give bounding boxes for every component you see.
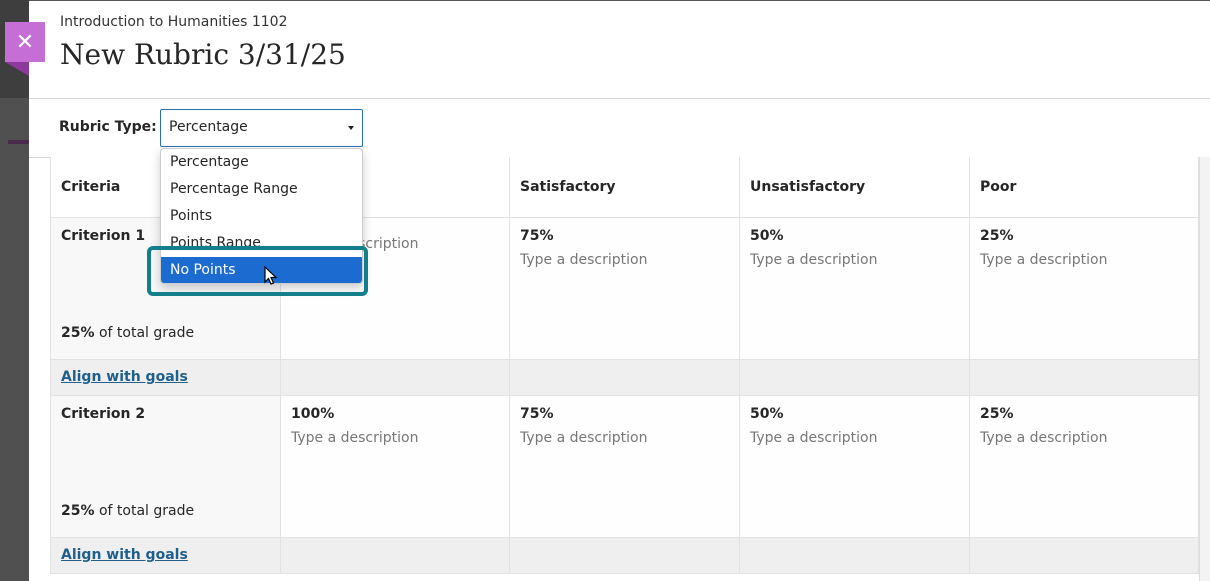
rubric-type-select[interactable]: Percentage — [160, 109, 363, 147]
caret-down-icon — [348, 126, 354, 130]
level-cell[interactable]: 50% Type a description — [740, 218, 970, 360]
option-percentage-range[interactable]: Percentage Range — [170, 181, 298, 197]
background-page — [0, 0, 29, 581]
criterion-name-cell[interactable]: Criterion 2 25% of total grade — [50, 396, 281, 538]
criterion-name[interactable]: Criterion 1 — [61, 228, 146, 244]
level-percentage[interactable]: 50% — [750, 406, 784, 422]
weight-value: 25% — [61, 325, 95, 341]
level-description[interactable]: Type a description — [520, 430, 648, 446]
level-description[interactable]: Type a description — [980, 430, 1108, 446]
level-percentage[interactable]: 25% — [980, 406, 1014, 422]
align-row-cell — [281, 360, 510, 396]
level-description[interactable]: Type a description — [291, 430, 419, 446]
option-percentage[interactable]: Percentage — [170, 154, 249, 170]
option-points[interactable]: Points — [170, 208, 213, 224]
level-cell[interactable]: 75% Type a description — [510, 396, 740, 538]
level-description[interactable]: Type a description — [980, 252, 1108, 268]
criterion-name[interactable]: Criterion 2 — [61, 406, 146, 422]
rubric-type-label: Rubric Type: — [59, 119, 157, 135]
level-cell[interactable]: 25% Type a description — [970, 218, 1199, 360]
option-no-points[interactable]: No Points — [161, 257, 362, 283]
align-row-cell — [970, 538, 1199, 574]
align-row-cell — [970, 360, 1199, 396]
level-percentage[interactable]: 75% — [520, 406, 554, 422]
level-description[interactable]: Type a description — [750, 252, 878, 268]
level-percentage[interactable]: 50% — [750, 228, 784, 244]
level-cell[interactable]: 25% Type a description — [970, 396, 1199, 538]
level-percentage[interactable]: 25% — [980, 228, 1014, 244]
align-with-goals-link[interactable]: Align with goals — [61, 369, 188, 385]
page-title[interactable]: New Rubric 3/31/25 — [60, 38, 346, 71]
close-tail-decoration — [5, 62, 29, 76]
align-row: Align with goals — [50, 360, 281, 396]
align-row-cell — [510, 538, 740, 574]
header-poor[interactable]: Poor — [970, 157, 1199, 218]
level-cell[interactable]: 75% Type a description — [510, 218, 740, 360]
level-cell[interactable]: 50% Type a description — [740, 396, 970, 538]
highlight-box — [147, 246, 368, 296]
criterion-weight[interactable]: 25% of total grade — [61, 503, 194, 519]
course-name: Introduction to Humanities 1102 — [60, 14, 288, 30]
level-description[interactable]: Type a description — [520, 252, 648, 268]
close-button[interactable]: ✕ — [5, 22, 45, 62]
close-icon: ✕ — [15, 29, 35, 55]
divider — [29, 98, 1210, 99]
align-row-cell — [510, 360, 740, 396]
header-satisfactory[interactable]: Satisfactory — [510, 157, 740, 218]
align-with-goals-link[interactable]: Align with goals — [61, 547, 188, 563]
level-description[interactable]: Type a description — [750, 430, 878, 446]
weight-value: 25% — [61, 503, 95, 519]
rubric-type-dropdown: Percentage Percentage Range Points Point… — [160, 148, 363, 284]
level-percentage[interactable]: 75% — [520, 228, 554, 244]
align-row-cell — [740, 360, 970, 396]
rubric-type-value: Percentage — [169, 119, 248, 135]
criterion-weight[interactable]: 25% of total grade — [61, 325, 194, 341]
weight-suffix: of total grade — [98, 503, 195, 519]
level-cell[interactable]: 100% Type a description — [281, 396, 510, 538]
scrollbar[interactable] — [1199, 157, 1210, 581]
align-row: Align with goals — [50, 538, 281, 574]
header-unsatisfactory[interactable]: Unsatisfactory — [740, 157, 970, 218]
mouse-cursor-icon — [264, 266, 278, 285]
level-percentage[interactable]: 100% — [291, 406, 335, 422]
align-row-cell — [281, 538, 510, 574]
align-row-cell — [740, 538, 970, 574]
weight-suffix: of total grade — [98, 325, 195, 341]
